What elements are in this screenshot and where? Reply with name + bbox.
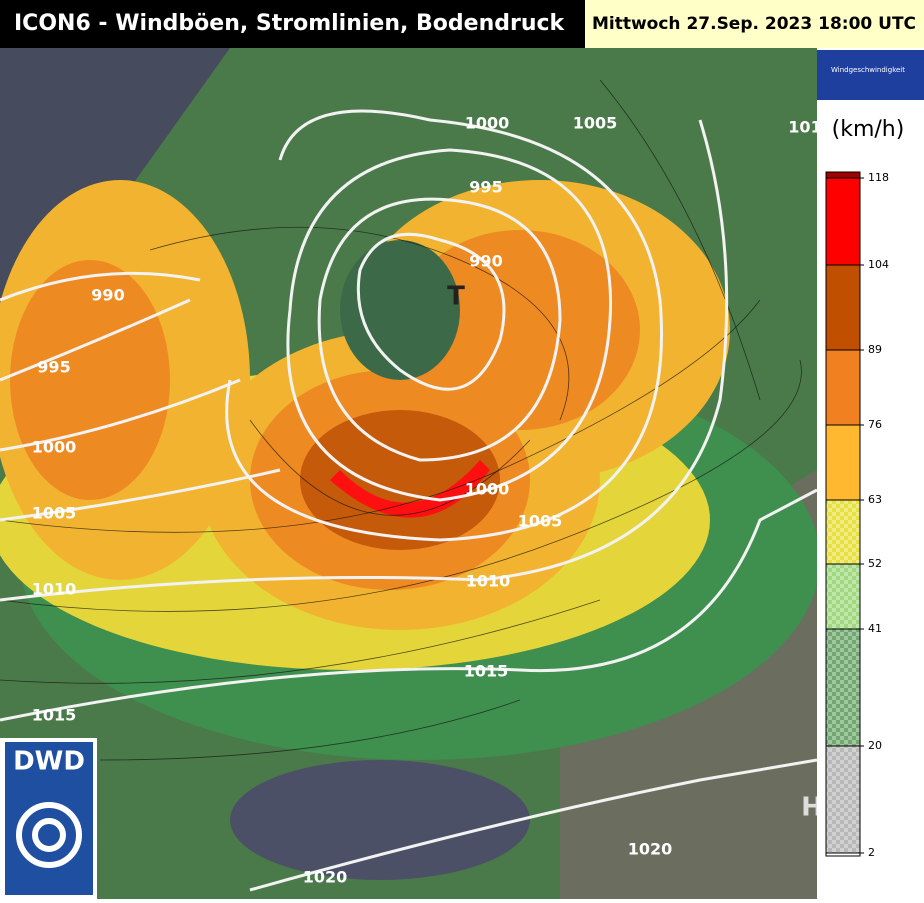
isobars <box>0 109 818 892</box>
legend-tick-label: 63 <box>868 493 882 506</box>
color-band-pattern <box>826 746 860 853</box>
isobar-label: 1010 <box>32 580 77 599</box>
legend-tick-label: 89 <box>868 343 882 356</box>
color-band <box>826 172 860 178</box>
color-band <box>826 350 860 425</box>
isobar-label: 1000 <box>465 480 510 499</box>
isobar-label: 995 <box>37 358 70 377</box>
title: ICON6 - Windböen, Stromlinien, Bodendruc… <box>14 11 566 36</box>
legend-tick-label: 52 <box>868 557 882 570</box>
streamlines <box>0 79 802 761</box>
color-band-pattern <box>826 629 860 746</box>
legend-tick-label: 2 <box>868 846 875 859</box>
color-bar: 118 104 89 76 63 52 41 20 2 <box>825 171 889 859</box>
map: 1000 1005 995 990 990 995 1000 1005 1000 1005 1010… <box>0 48 823 899</box>
isobar-label: 990 <box>469 252 502 271</box>
isobar-label: 1020 <box>628 840 673 859</box>
color-bar-frame <box>825 171 861 857</box>
legend-tick-label: 118 <box>868 171 889 184</box>
legend: Windgeschwindigkeit (km/h) 118 104 89 76 63 5… <box>817 48 924 899</box>
legend-tick-label: 41 <box>868 622 882 635</box>
logo: DWD <box>0 738 97 899</box>
isobar-label: 1005 <box>518 512 563 531</box>
color-band <box>826 425 860 500</box>
isobar-label: 1005 <box>573 114 618 133</box>
header: ICON6 - Windböen, Stromlinien, Bodendruc… <box>0 0 924 48</box>
color-band-pattern <box>826 500 860 564</box>
isobar-label: 1000 <box>32 438 77 457</box>
legend-tick-label: 104 <box>868 258 889 271</box>
legend-tick-label: 76 <box>868 418 882 431</box>
valid-time: Mittwoch 27.Sep. 2023 18:00 UTC <box>592 14 916 34</box>
logo-text: DWD <box>13 747 85 777</box>
pressure-center: T <box>447 282 465 312</box>
isobar-label: 1010 <box>466 572 511 591</box>
isobar-label: 101 <box>788 118 821 137</box>
color-band-pattern <box>826 564 860 629</box>
legend-title: Windgeschwindigkeit <box>831 66 905 74</box>
legend-unit: (km/h) <box>832 117 905 142</box>
isobar-label: 1020 <box>303 868 348 887</box>
isobar-label: 990 <box>91 286 124 305</box>
isobar-label: 1015 <box>32 706 77 725</box>
isobar-labels: 1000 1005 995 990 990 995 1000 1005 1000 1005 1010… <box>32 114 823 887</box>
color-band <box>826 265 860 350</box>
isobar-label: 1000 <box>465 114 510 133</box>
isobar-label: 1015 <box>464 662 509 681</box>
legend-tick-label: 20 <box>868 739 882 752</box>
isobar-label: 995 <box>469 178 502 197</box>
color-band <box>826 178 860 265</box>
isobar-label: 1005 <box>32 504 77 523</box>
